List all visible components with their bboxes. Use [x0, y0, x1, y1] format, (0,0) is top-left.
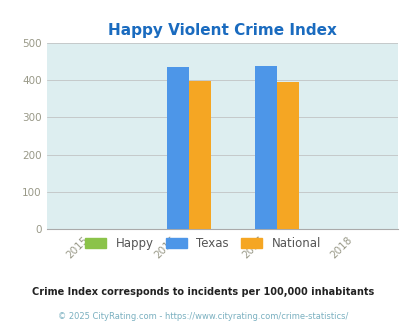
Bar [255, 66, 277, 229]
Bar [277, 82, 298, 229]
Title: Happy Violent Crime Index: Happy Violent Crime Index [108, 22, 336, 38]
Text: © 2025 CityRating.com - https://www.cityrating.com/crime-statistics/: © 2025 CityRating.com - https://www.city… [58, 312, 347, 321]
Bar [189, 81, 211, 229]
Bar [167, 67, 189, 229]
Text: Crime Index corresponds to incidents per 100,000 inhabitants: Crime Index corresponds to incidents per… [32, 287, 373, 297]
Legend: Happy, Texas, National: Happy, Texas, National [80, 232, 325, 255]
